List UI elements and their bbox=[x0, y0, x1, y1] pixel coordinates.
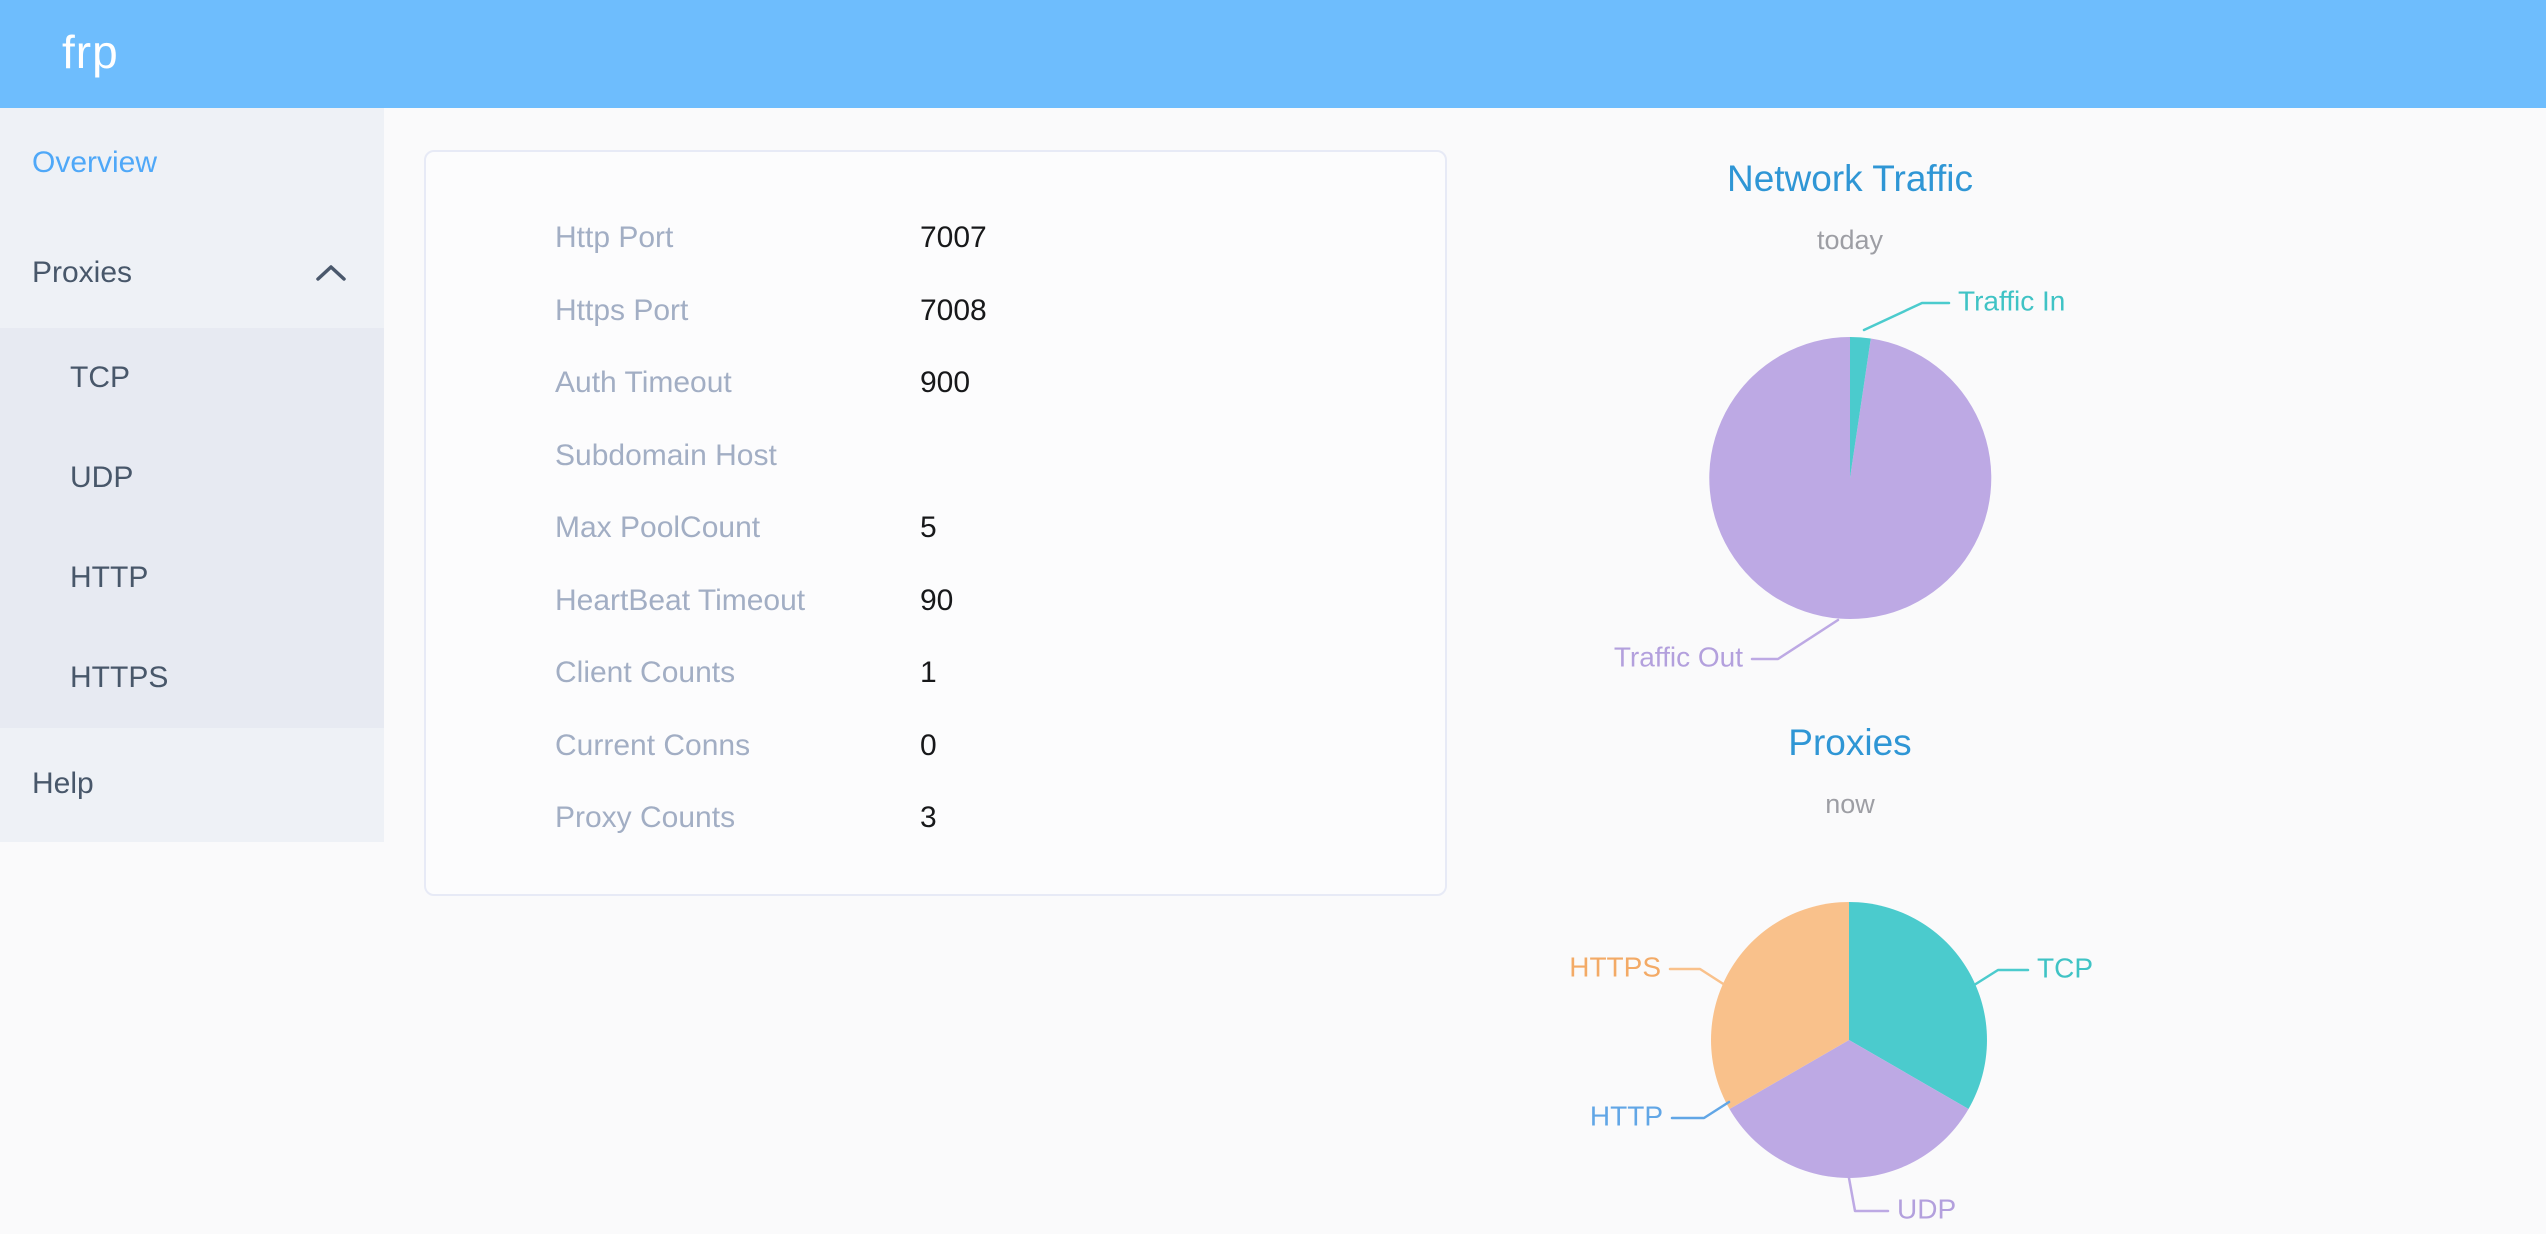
sidebar-item-label: TCP bbox=[70, 361, 130, 394]
info-row-heartbeat-timeout: HeartBeat Timeout 90 bbox=[555, 565, 1445, 638]
pie-slice-traffic-out[interactable] bbox=[1709, 337, 1992, 619]
server-info-card: Http Port 7007 Https Port 7008 Auth Time… bbox=[424, 150, 1447, 896]
network-traffic-chart-title: Network Traffic bbox=[1726, 158, 1974, 199]
callout-line-traffic-in bbox=[1862, 301, 1951, 332]
sidebar-item-label: UDP bbox=[70, 461, 134, 494]
sidebar-item-label: HTTP bbox=[70, 561, 149, 594]
network-traffic-pie-chart: Traffic In Traffic Out bbox=[1614, 285, 2066, 672]
pie-label-traffic-in: Traffic In bbox=[1958, 285, 2065, 316]
info-row-subdomain-host: Subdomain Host bbox=[555, 420, 1445, 493]
pie-slice-traffic-in[interactable] bbox=[1850, 336, 1871, 478]
info-label: Max PoolCount bbox=[555, 511, 761, 545]
sidebar-item-label: Help bbox=[32, 767, 94, 800]
info-label: Proxy Counts bbox=[555, 801, 736, 835]
sidebar-item-overview[interactable]: Overview bbox=[0, 108, 384, 218]
callout-line-http bbox=[1670, 1100, 1731, 1120]
pie-slice-https[interactable] bbox=[1711, 902, 1849, 1109]
info-label: Current Conns bbox=[555, 728, 751, 762]
proxies-pie-chart: TCP HTTPS HTTP UDP bbox=[1569, 902, 2093, 1224]
callout-line-tcp bbox=[1969, 968, 2030, 989]
callout-line-traffic-out bbox=[1750, 618, 1840, 661]
header-bar: frp bbox=[0, 0, 2546, 108]
info-row-client-counts: Client Counts 1 bbox=[555, 637, 1445, 710]
info-value: 5 bbox=[920, 511, 937, 545]
info-row-https-port: Https Port 7008 bbox=[555, 275, 1445, 348]
sidebar-item-proxies[interactable]: Proxies bbox=[0, 218, 384, 328]
info-value: 900 bbox=[920, 366, 971, 400]
sidebar-item-tcp[interactable]: TCP bbox=[0, 328, 384, 428]
chevron-up-icon bbox=[316, 265, 346, 281]
sidebar-item-help[interactable]: Help bbox=[0, 728, 384, 840]
pie-label-tcp: TCP bbox=[2037, 952, 2093, 983]
info-value: 90 bbox=[920, 583, 954, 617]
info-row-auth-timeout: Auth Timeout 900 bbox=[555, 347, 1445, 420]
info-label: Https Port bbox=[555, 293, 689, 327]
sidebar-item-https[interactable]: HTTPS bbox=[0, 628, 384, 728]
proxies-chart-title: Proxies bbox=[1788, 722, 1912, 763]
sidebar-item-label: Overview bbox=[32, 146, 158, 179]
info-value: 0 bbox=[920, 728, 937, 762]
sidebar-item-label: Proxies bbox=[32, 256, 133, 289]
info-row-proxy-counts: Proxy Counts 3 bbox=[555, 782, 1445, 855]
info-value: 7008 bbox=[920, 293, 987, 327]
pie-slice-udp[interactable] bbox=[1729, 1040, 1969, 1178]
proxies-chart-subtitle: now bbox=[1825, 789, 1875, 819]
pie-label-https: HTTPS bbox=[1569, 951, 1661, 982]
sidebar-item-label: HTTPS bbox=[70, 661, 169, 694]
pie-label-udp: UDP bbox=[1897, 1193, 1956, 1224]
info-value: 7007 bbox=[920, 221, 987, 255]
app-logo: frp bbox=[62, 26, 119, 78]
info-label: Auth Timeout bbox=[555, 366, 732, 400]
info-row-current-conns: Current Conns 0 bbox=[555, 710, 1445, 783]
pie-slice-tcp[interactable] bbox=[1849, 902, 1987, 1109]
sidebar-item-http[interactable]: HTTP bbox=[0, 528, 384, 628]
info-label: Subdomain Host bbox=[555, 438, 777, 472]
sidebar-item-udp[interactable]: UDP bbox=[0, 428, 384, 528]
info-value: 1 bbox=[920, 656, 937, 690]
info-row-max-poolcount: Max PoolCount 5 bbox=[555, 492, 1445, 565]
pie-label-http: HTTP bbox=[1590, 1100, 1663, 1131]
proxies-submenu: TCP UDP HTTP HTTPS bbox=[0, 328, 384, 728]
sidebar-nav: Overview Proxies TCP UDP HTTP HTTPS Help bbox=[0, 108, 384, 842]
info-label: Client Counts bbox=[555, 656, 736, 690]
info-label: Http Port bbox=[555, 221, 674, 255]
info-row-http-port: Http Port 7007 bbox=[555, 202, 1445, 275]
pie-label-traffic-out: Traffic Out bbox=[1614, 641, 1743, 672]
info-label: HeartBeat Timeout bbox=[555, 583, 806, 617]
callout-line-udp bbox=[1847, 1176, 1890, 1213]
network-traffic-chart-subtitle: today bbox=[1816, 225, 1884, 255]
info-value: 3 bbox=[920, 801, 937, 835]
callout-line-https bbox=[1668, 967, 1730, 989]
